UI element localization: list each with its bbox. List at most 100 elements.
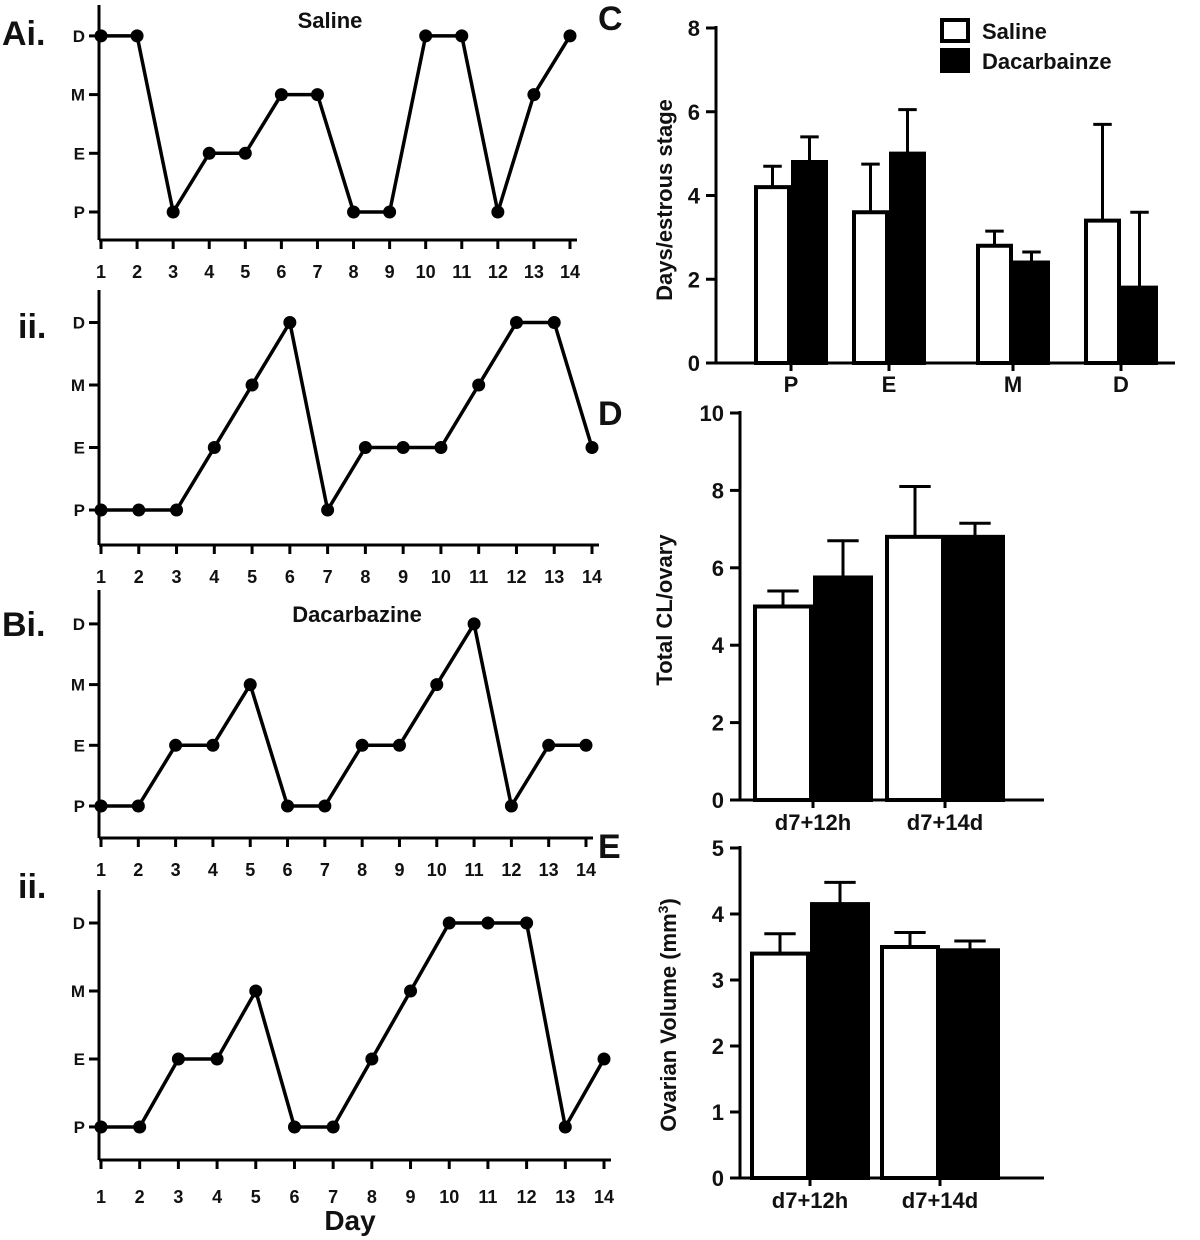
- data-point: [455, 29, 469, 43]
- x-tick-label: 3: [172, 567, 182, 587]
- x-tick-label: 8: [357, 860, 367, 880]
- x-tick-label: 12: [488, 262, 508, 282]
- x-tick-label: 7: [312, 262, 322, 282]
- x-tick-label: 7: [328, 1187, 338, 1207]
- y-axis-label-text: Total CL/ovary: [652, 534, 677, 686]
- x-tick-label: 1: [96, 860, 106, 880]
- data-point: [558, 1120, 572, 1134]
- data-point: [249, 984, 263, 998]
- data-point: [206, 738, 220, 752]
- y-axis-label: Days/estrous stage: [652, 99, 677, 301]
- data-point: [396, 441, 410, 454]
- panel-label: D: [598, 395, 623, 433]
- bar-dacarbainze: [791, 160, 828, 365]
- data-point: [202, 146, 216, 160]
- x-tick-label: d7+14d: [902, 1188, 978, 1213]
- data-point: [94, 29, 108, 43]
- x-tick-label: 10: [439, 1187, 459, 1207]
- x-tick-label: 6: [283, 860, 293, 880]
- bar-saline: [976, 243, 1013, 365]
- x-tick-label: 2: [133, 860, 143, 880]
- data-point: [132, 503, 146, 517]
- y-tick-label: 0: [688, 351, 700, 376]
- x-tick-label: 10: [416, 262, 436, 282]
- x-tick-label: 8: [349, 262, 359, 282]
- data-point: [130, 29, 144, 43]
- data-point: [245, 378, 259, 392]
- x-tick-label: d7+12h: [775, 810, 851, 835]
- x-tick-label: 9: [385, 262, 395, 282]
- data-point: [94, 799, 108, 813]
- y-axis-label: Total CL/ovary: [652, 534, 677, 686]
- data-point: [579, 738, 593, 752]
- x-tick-label: 6: [285, 567, 295, 587]
- y-tick-label: 5: [712, 836, 724, 861]
- data-point: [547, 316, 561, 329]
- data-point: [585, 441, 599, 454]
- y-tick-label: 3: [712, 968, 724, 993]
- bar-dacarbainze: [940, 948, 1000, 1180]
- data-point: [210, 1052, 224, 1066]
- panel-label: E: [598, 828, 621, 866]
- data-point: [131, 799, 145, 813]
- y-tick-label: M: [71, 676, 85, 695]
- x-tick-label: 1: [96, 262, 106, 282]
- x-tick-label: 9: [398, 567, 408, 587]
- y-tick-label: 8: [712, 478, 724, 503]
- data-point: [243, 678, 257, 692]
- y-axis-label-text: Days/estrous stage: [652, 99, 677, 301]
- panel-label: ii.: [18, 308, 46, 346]
- x-tick-label: 14: [560, 262, 580, 282]
- data-point: [404, 984, 418, 998]
- y-axis-label-sup: 3: [655, 905, 671, 913]
- bar-dacarbainze: [889, 151, 926, 365]
- data-point: [310, 88, 324, 102]
- bar-dacarbainze: [813, 575, 873, 802]
- x-axis-label: Day: [324, 1205, 376, 1236]
- data-point: [171, 1052, 185, 1066]
- y-tick-label: E: [74, 1050, 85, 1069]
- x-tick-label: P: [784, 372, 799, 397]
- x-tick-label: 10: [427, 860, 447, 880]
- x-tick-label: 7: [320, 860, 330, 880]
- x-tick-label: 14: [582, 567, 602, 587]
- data-point: [419, 29, 433, 43]
- x-tick-label: 4: [204, 262, 214, 282]
- series-line: [101, 921, 606, 1129]
- y-tick-label: D: [73, 27, 85, 46]
- data-point: [238, 146, 252, 160]
- x-tick-label: 4: [208, 860, 218, 880]
- data-point: [527, 88, 541, 102]
- x-tick-label: 2: [135, 1187, 145, 1207]
- data-point: [326, 1120, 340, 1134]
- data-point: [283, 316, 297, 329]
- bar-saline: [753, 604, 813, 802]
- panel-label: Bi.: [2, 606, 45, 644]
- x-tick-label: 11: [465, 860, 484, 880]
- bar-saline: [885, 534, 945, 803]
- legend: Saline Dacarbainze: [940, 18, 1112, 74]
- legend-label: Saline: [982, 19, 1047, 44]
- x-tick-label: 8: [360, 567, 370, 587]
- data-point: [281, 799, 295, 813]
- y-axis-label-end: ): [656, 898, 681, 905]
- x-tick-label: 14: [576, 860, 596, 880]
- x-tick-label: 5: [251, 1187, 261, 1207]
- x-tick-label: 10: [431, 567, 451, 587]
- x-tick-label: 6: [276, 262, 286, 282]
- bar-dacarbainze: [1121, 285, 1158, 365]
- data-point: [383, 205, 397, 219]
- y-tick-label: 4: [712, 633, 725, 658]
- y-tick-label: 0: [712, 1166, 724, 1191]
- x-tick-label: 11: [452, 262, 471, 282]
- data-point: [133, 1120, 147, 1134]
- bar-saline: [1084, 218, 1121, 365]
- y-tick-label: 4: [688, 184, 701, 209]
- data-point: [491, 205, 505, 219]
- panel-D: D 0 2 4 6 8 10 Total CL/ovary d7+12h d7+14d: [598, 395, 1044, 835]
- y-tick-label: M: [71, 982, 85, 1001]
